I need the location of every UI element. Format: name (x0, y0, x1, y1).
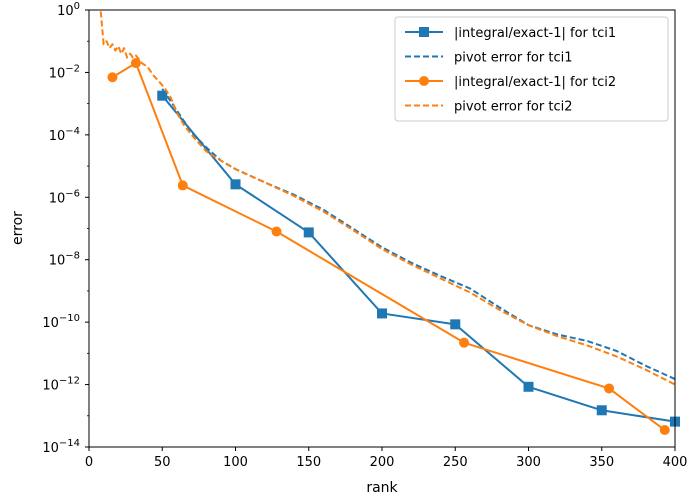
legend-marker-square (419, 27, 429, 37)
x-tick-label: 200 (370, 455, 395, 470)
data-point-circle (271, 226, 282, 237)
y-tick-exponent: −4 (65, 126, 80, 137)
y-tick-label: 10−14 (42, 438, 80, 456)
x-tick-label: 300 (516, 455, 541, 470)
y-tick-label: 10−12 (42, 376, 80, 394)
y-tick-exponent: −6 (65, 188, 80, 199)
data-point-square (377, 308, 387, 319)
data-point-circle (130, 58, 141, 69)
x-tick-label: 100 (223, 455, 248, 470)
x-tick-label: 50 (154, 455, 171, 470)
data-point-circle (659, 425, 670, 436)
series-line-1 (161, 95, 676, 423)
y-axis-label: error (10, 211, 26, 245)
legend-label: |integral/exact-1| for tci2 (454, 75, 616, 90)
data-point-circle (459, 337, 470, 348)
y-tick-label: 10−10 (42, 313, 80, 331)
x-tick-label: 250 (443, 455, 468, 470)
y-tick-base: 10 (42, 316, 59, 331)
y-tick-exponent: −12 (59, 376, 80, 387)
x-tick-label: 400 (663, 455, 688, 470)
y-tick-label: 10−4 (49, 126, 80, 144)
data-point-square (303, 227, 314, 238)
y-tick-base: 10 (49, 191, 66, 206)
data-point-circle (177, 180, 188, 191)
legend: |integral/exact-1| for tci1 pivot error f… (394, 16, 669, 122)
legend-marker-circle (419, 76, 429, 86)
y-tick-base: 10 (42, 441, 59, 456)
y-tick-label: 10−6 (49, 188, 80, 206)
y-tick-label: 10−8 (49, 251, 80, 269)
plot-lines (99, 11, 680, 436)
legend-box (394, 16, 669, 122)
data-point-circle (604, 383, 615, 394)
y-tick-exponent: −2 (65, 63, 80, 74)
y-tick-base: 10 (57, 4, 74, 19)
y-tick-base: 10 (42, 379, 59, 394)
x-axis-label: rank (366, 480, 398, 496)
x-tick-label: 0 (85, 455, 93, 470)
x-axis-ticks: 0 50 100 150 200 250 300 350 400 (85, 447, 688, 470)
y-tick-base: 10 (49, 66, 66, 81)
y-tick-exponent: −10 (59, 313, 80, 324)
data-point-square (157, 90, 168, 101)
y-tick-label: 100 (57, 1, 80, 19)
y-tick-base: 10 (49, 254, 66, 269)
y-tick-exponent: −14 (59, 438, 80, 449)
y-tick-exponent: 0 (74, 1, 80, 12)
series-line-4 (99, 11, 676, 386)
data-point-square (523, 381, 534, 392)
data-point-square (230, 179, 241, 190)
legend-label: pivot error for tci2 (454, 100, 572, 115)
x-tick-label: 350 (589, 455, 614, 470)
data-point-circle (107, 72, 118, 83)
y-tick-label: 10−2 (49, 63, 80, 81)
y-tick-exponent: −8 (65, 251, 80, 262)
x-tick-label: 150 (296, 455, 321, 470)
plot-frame (88, 9, 676, 448)
data-point-square (450, 319, 461, 330)
legend-label: |integral/exact-1| for tci1 (454, 26, 616, 41)
legend-label: pivot error for tci1 (454, 51, 572, 66)
y-tick-base: 10 (49, 129, 66, 144)
data-point-square (596, 405, 607, 416)
